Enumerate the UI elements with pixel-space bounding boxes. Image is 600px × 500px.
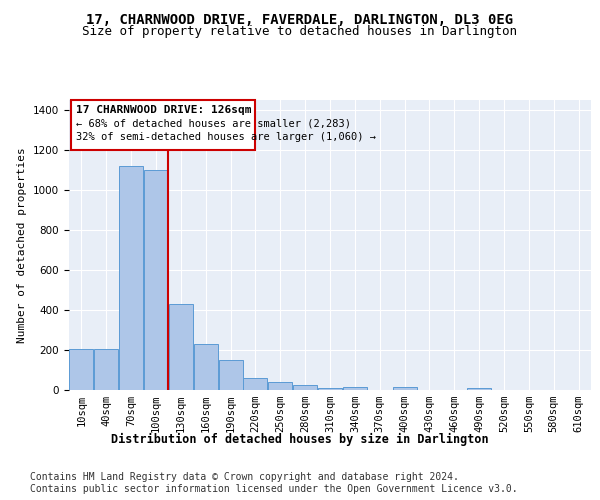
Text: Distribution of detached houses by size in Darlington: Distribution of detached houses by size …	[111, 432, 489, 446]
Bar	[268, 382, 292, 390]
Text: 17, CHARNWOOD DRIVE, FAVERDALE, DARLINGTON, DL3 0EG: 17, CHARNWOOD DRIVE, FAVERDALE, DARLINGT…	[86, 12, 514, 26]
Bar	[94, 348, 118, 390]
Text: Contains public sector information licensed under the Open Government Licence v3: Contains public sector information licen…	[30, 484, 518, 494]
Bar	[218, 360, 242, 390]
Bar	[244, 378, 268, 390]
Bar	[169, 304, 193, 390]
Text: 17 CHARNWOOD DRIVE: 126sqm: 17 CHARNWOOD DRIVE: 126sqm	[76, 105, 251, 115]
Bar	[70, 348, 94, 390]
Text: Contains HM Land Registry data © Crown copyright and database right 2024.: Contains HM Land Registry data © Crown c…	[30, 472, 459, 482]
Bar	[343, 387, 367, 390]
FancyBboxPatch shape	[71, 100, 254, 150]
Bar	[144, 170, 168, 390]
Y-axis label: Number of detached properties: Number of detached properties	[17, 147, 28, 343]
Bar	[119, 166, 143, 390]
Bar	[318, 388, 342, 390]
Bar	[392, 387, 416, 390]
Text: Size of property relative to detached houses in Darlington: Size of property relative to detached ho…	[83, 25, 517, 38]
Bar	[194, 344, 218, 390]
Bar	[467, 388, 491, 390]
Bar	[293, 385, 317, 390]
Text: ← 68% of detached houses are smaller (2,283): ← 68% of detached houses are smaller (2,…	[76, 118, 350, 128]
Text: 32% of semi-detached houses are larger (1,060) →: 32% of semi-detached houses are larger (…	[76, 132, 376, 142]
